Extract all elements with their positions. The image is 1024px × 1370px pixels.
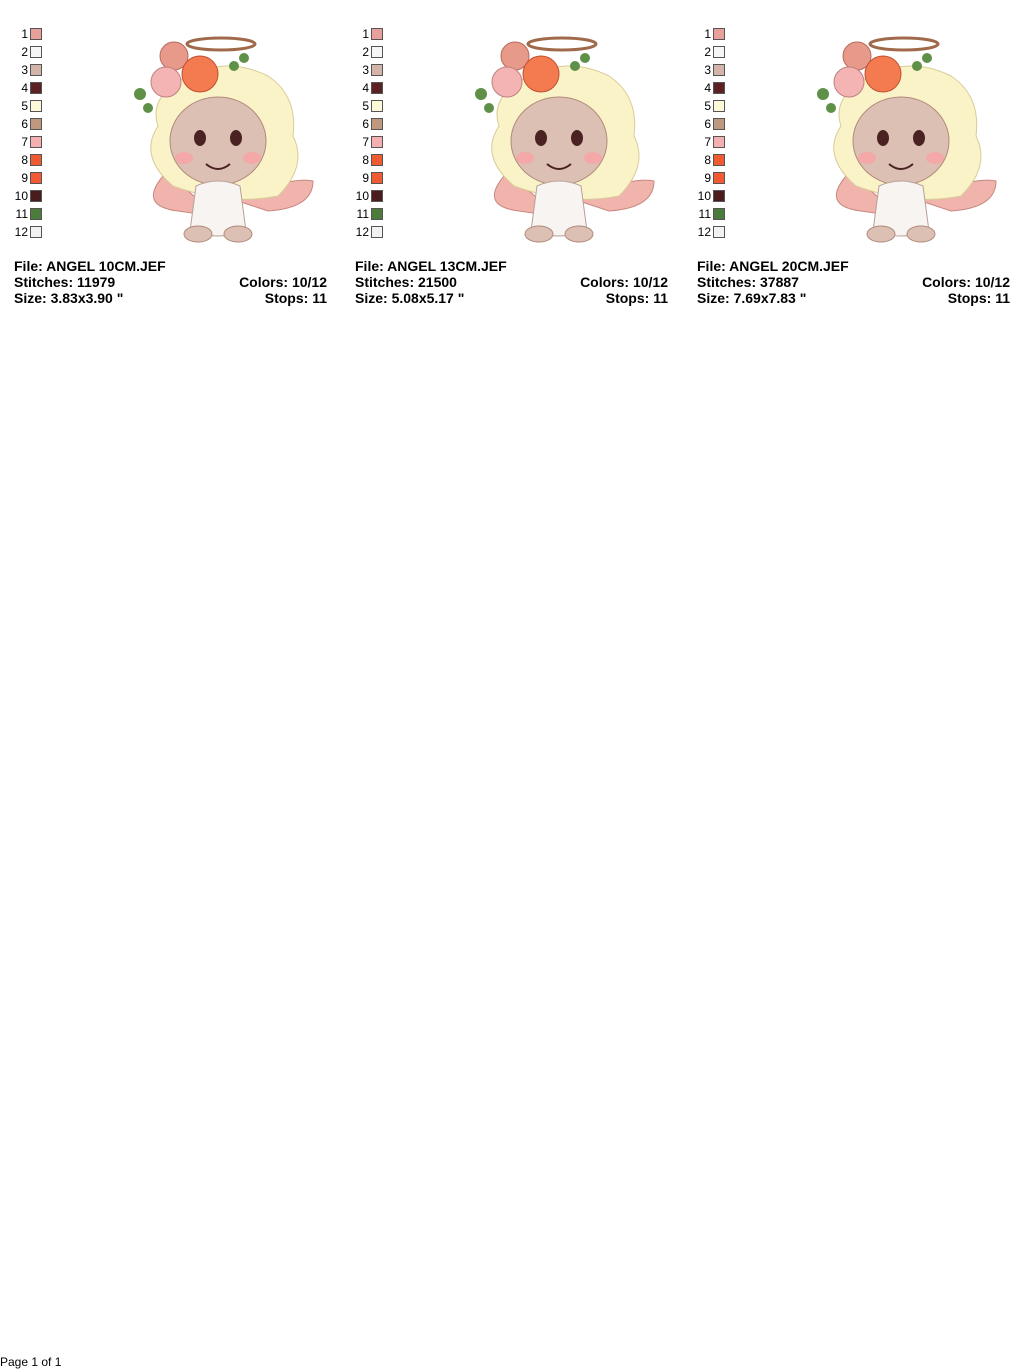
- color-swatch: [713, 190, 725, 202]
- swatch-number: 7: [362, 135, 369, 149]
- swatch-number: 8: [362, 153, 369, 167]
- swatch-number: 9: [704, 171, 711, 185]
- swatch-number: 9: [362, 171, 369, 185]
- color-swatch: [371, 64, 383, 76]
- color-swatch: [371, 100, 383, 112]
- swatch-number: 11: [15, 207, 28, 221]
- color-swatch: [371, 46, 383, 58]
- swatch-number: 10: [14, 189, 28, 203]
- color-swatch: [371, 28, 383, 40]
- color-swatch: [30, 46, 42, 58]
- swatch-number: 1: [704, 27, 711, 41]
- swatch-number: 2: [362, 45, 369, 59]
- color-swatch: [713, 46, 725, 58]
- color-swatch: [371, 136, 383, 148]
- swatch-number: 5: [21, 99, 28, 113]
- color-swatch: [713, 172, 725, 184]
- color-swatch: [30, 82, 42, 94]
- swatch-number: 8: [21, 153, 28, 167]
- color-swatch: [713, 136, 725, 148]
- color-swatch: [30, 208, 42, 220]
- swatch-number: 3: [21, 63, 28, 77]
- file-name: File: ANGEL 20CM.JEF: [697, 258, 849, 274]
- color-swatch: [30, 154, 42, 166]
- swatch-number: 3: [362, 63, 369, 77]
- swatch-number: 6: [21, 117, 28, 131]
- color-swatch: [713, 118, 725, 130]
- swatch-number: 9: [21, 171, 28, 185]
- color-swatch: [30, 118, 42, 130]
- swatch-number: 7: [21, 135, 28, 149]
- color-swatch: [713, 64, 725, 76]
- color-swatch: [371, 82, 383, 94]
- stop-count: Stops: 11: [605, 290, 668, 306]
- color-swatch: [713, 28, 725, 40]
- swatch-number: 11: [356, 207, 369, 221]
- swatch-number: 5: [362, 99, 369, 113]
- color-swatch: [30, 64, 42, 76]
- color-swatch: [30, 100, 42, 112]
- design-preview: [801, 36, 1007, 246]
- stitch-count: Stitches: 11979: [14, 274, 116, 290]
- color-count: Colors: 10/12: [239, 274, 327, 290]
- color-count: Colors: 10/12: [922, 274, 1010, 290]
- color-swatch: [30, 190, 42, 202]
- swatch-number: 4: [362, 81, 369, 95]
- color-swatch: [713, 82, 725, 94]
- footer: Page 1 of 1: [0, 1355, 62, 1369]
- design-size: Size: 7.69x7.83 ": [697, 290, 807, 306]
- color-swatch: [371, 226, 383, 238]
- swatch-number: 3: [704, 63, 711, 77]
- design-panel: 1 2 3 4 5 6 7 8 9 10 11 12 File: ANGEL 20CM.JEF Stitc…: [683, 0, 1024, 310]
- design-size: Size: 3.83x3.90 ": [14, 290, 124, 306]
- swatch-number: 2: [704, 45, 711, 59]
- stitch-count: Stitches: 37887: [697, 274, 799, 290]
- color-swatch: [371, 172, 383, 184]
- design-panel: 1 2 3 4 5 6 7 8 9 10 11 12 File: ANGEL 13CM.JEF Stitc…: [341, 0, 682, 310]
- swatch-number: 6: [362, 117, 369, 131]
- stitch-count: Stitches: 21500: [355, 274, 457, 290]
- color-swatch: [30, 28, 42, 40]
- swatch-number: 10: [697, 189, 711, 203]
- color-swatch: [30, 172, 42, 184]
- design-panel: 1 2 3 4 5 6 7 8 9 10 11 12 File: ANGEL 10CM.JEF Stitc…: [0, 0, 341, 310]
- swatch-number: 4: [21, 81, 28, 95]
- swatch-number: 12: [355, 225, 369, 239]
- color-swatch: [371, 208, 383, 220]
- design-preview: [459, 36, 665, 246]
- color-count: Colors: 10/12: [580, 274, 668, 290]
- file-name: File: ANGEL 10CM.JEF: [14, 258, 166, 274]
- stop-count: Stops: 11: [264, 290, 327, 306]
- swatch-number: 8: [704, 153, 711, 167]
- swatch-number: 1: [362, 27, 369, 41]
- swatch-number: 6: [704, 117, 711, 131]
- swatch-number: 12: [697, 225, 711, 239]
- color-swatch: [713, 154, 725, 166]
- color-swatch: [371, 190, 383, 202]
- design-preview: [118, 36, 324, 246]
- file-name: File: ANGEL 13CM.JEF: [355, 258, 507, 274]
- swatch-number: 7: [704, 135, 711, 149]
- swatch-number: 12: [14, 225, 28, 239]
- swatch-number: 2: [21, 45, 28, 59]
- swatch-number: 4: [704, 81, 711, 95]
- swatch-number: 10: [355, 189, 369, 203]
- stop-count: Stops: 11: [947, 290, 1010, 306]
- color-swatch: [713, 208, 725, 220]
- swatch-number: 1: [21, 27, 28, 41]
- swatch-number: 11: [698, 207, 711, 221]
- swatch-number: 5: [704, 99, 711, 113]
- color-swatch: [30, 136, 42, 148]
- color-swatch: [30, 226, 42, 238]
- color-swatch: [371, 154, 383, 166]
- color-swatch: [713, 100, 725, 112]
- color-swatch: [713, 226, 725, 238]
- color-swatch: [371, 118, 383, 130]
- design-size: Size: 5.08x5.17 ": [355, 290, 465, 306]
